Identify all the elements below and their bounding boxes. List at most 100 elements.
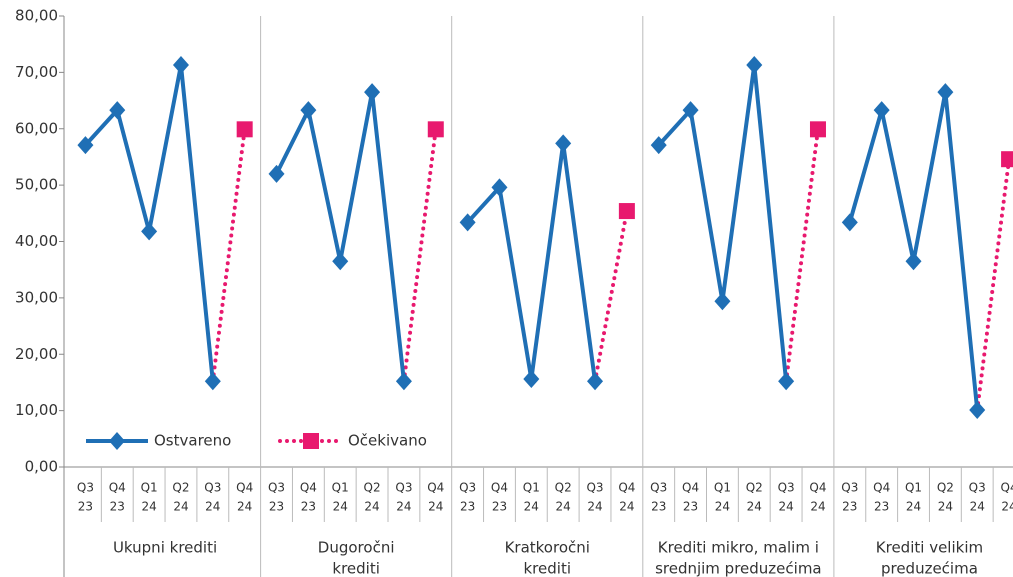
point [555, 134, 572, 153]
x-tick-label: Q4 [236, 481, 253, 495]
x-tick-label: Q4 [1001, 481, 1013, 495]
group-label: Dugoročni [318, 539, 395, 557]
x-tick-label: Q1 [905, 481, 922, 495]
x-tick-label: Q4 [873, 481, 890, 495]
x-tick-label: 23 [301, 500, 316, 514]
x-tick-label: Q2 [555, 481, 572, 495]
x-tick-label: Q4 [300, 481, 317, 495]
group-label: Krediti velikim [876, 539, 983, 557]
x-tick-label: Q3 [969, 481, 986, 495]
group-label: srednjim preduzećima [655, 560, 822, 577]
x-tick-label: Q3 [204, 481, 221, 495]
x-tick-label: 24 [396, 500, 411, 514]
x-tick-label: Q4 [618, 481, 635, 495]
y-tick-label: 0,00 [25, 458, 58, 476]
point [682, 101, 699, 120]
x-tick-label: Q3 [77, 481, 94, 495]
point [491, 178, 508, 197]
x-tick-label: 24 [364, 500, 379, 514]
x-tick-label: Q1 [141, 481, 158, 495]
point [937, 83, 954, 102]
x-tick-label: 24 [333, 500, 348, 514]
x-tick-label: 24 [747, 500, 762, 514]
y-tick-label: 10,00 [15, 401, 58, 419]
point [587, 372, 604, 391]
x-tick-label: Q3 [650, 481, 667, 495]
x-tick-label: Q2 [364, 481, 381, 495]
expected-line [784, 127, 820, 384]
expected-line [210, 127, 247, 384]
x-tick-label: Q3 [459, 481, 476, 495]
y-tick-label: 50,00 [15, 176, 58, 194]
legend-marker [303, 433, 319, 449]
point [969, 401, 986, 420]
point [873, 101, 890, 120]
group-label: Ukupni krediti [113, 539, 217, 557]
point [809, 121, 826, 138]
point [650, 136, 667, 155]
x-tick-label: Q3 [841, 481, 858, 495]
y-tick-label: 80,00 [15, 7, 58, 25]
y-tick-label: 70,00 [15, 63, 58, 81]
x-tick-label: 24 [524, 500, 539, 514]
x-tick-label: 24 [970, 500, 985, 514]
point [332, 252, 349, 271]
x-tick-label: Q2 [746, 481, 763, 495]
x-tick-label: 23 [460, 500, 475, 514]
group-label: krediti [332, 560, 380, 577]
group-label: Kratkoročni [505, 539, 590, 557]
point [746, 56, 763, 75]
expected-line [975, 157, 1012, 413]
x-tick-label: Q3 [395, 481, 412, 495]
x-tick-label: Q2 [937, 481, 954, 495]
x-tick-label: Q3 [778, 481, 795, 495]
y-tick-label: 20,00 [15, 345, 58, 363]
point [618, 203, 635, 220]
x-tick-label: 24 [778, 500, 793, 514]
x-tick-label: 24 [173, 500, 188, 514]
x-tick-label: 23 [110, 500, 125, 514]
point [1001, 151, 1013, 168]
legend-label: Ostvareno [154, 432, 231, 450]
x-tick-label: 23 [492, 500, 507, 514]
x-tick-label: Q4 [109, 481, 126, 495]
x-tick-label: Q4 [427, 481, 444, 495]
point [268, 164, 285, 183]
point [714, 292, 731, 311]
point [459, 213, 476, 232]
x-tick-label: 23 [651, 500, 666, 514]
x-tick-label: 24 [1001, 500, 1013, 514]
x-tick-label: Q1 [523, 481, 540, 495]
x-tick-label: Q3 [268, 481, 285, 495]
x-tick-label: 23 [842, 500, 857, 514]
point [395, 372, 412, 391]
series-line [657, 63, 789, 382]
group-label: preduzećima [881, 560, 978, 577]
x-tick-label: 24 [619, 500, 634, 514]
series-line [466, 141, 598, 382]
x-tick-label: 23 [269, 500, 284, 514]
legend-marker [109, 432, 125, 450]
x-tick-label: Q4 [682, 481, 699, 495]
x-tick-label: Q4 [809, 481, 826, 495]
point [141, 222, 158, 241]
point [109, 101, 126, 120]
x-tick-label: 24 [938, 500, 953, 514]
point [236, 121, 253, 138]
expected-line [401, 127, 438, 384]
point [905, 252, 922, 271]
series-line [847, 90, 980, 411]
x-tick-label: Q1 [332, 481, 349, 495]
x-tick-label: 23 [78, 500, 93, 514]
point [172, 56, 189, 75]
y-tick-label: 30,00 [15, 288, 58, 306]
x-tick-label: Q1 [714, 481, 731, 495]
x-tick-label: 24 [428, 500, 443, 514]
group-label: Krediti mikro, malim i [658, 539, 819, 557]
x-tick-label: Q2 [172, 481, 189, 495]
x-tick-label: 23 [683, 500, 698, 514]
point [364, 83, 381, 102]
series-line [274, 90, 406, 382]
y-tick-label: 60,00 [15, 119, 58, 137]
